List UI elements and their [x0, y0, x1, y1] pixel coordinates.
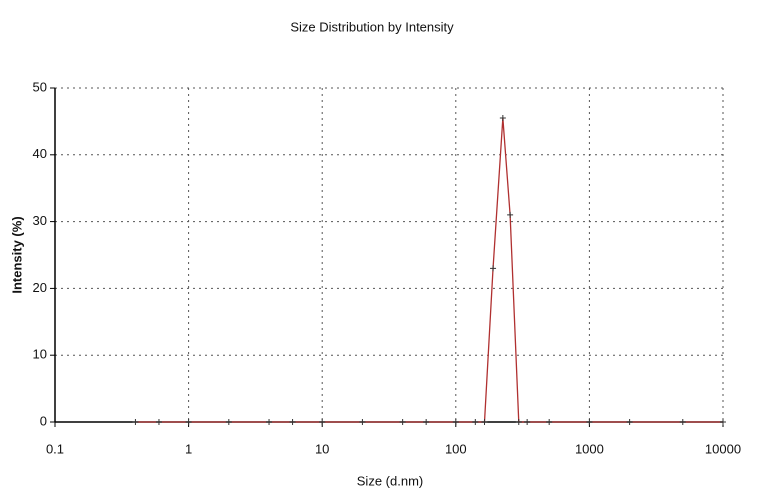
- data-point: [359, 419, 366, 425]
- x-tick-label: 1000: [575, 441, 604, 456]
- data-point: [472, 419, 479, 425]
- data-point: [507, 211, 514, 218]
- x-tick-label: 100: [445, 441, 467, 456]
- data-point: [289, 419, 296, 425]
- data-point: [679, 419, 686, 425]
- data-point: [586, 419, 593, 425]
- data-point: [225, 419, 232, 425]
- data-line: [135, 118, 723, 423]
- data-point: [524, 419, 531, 425]
- data-point: [720, 419, 726, 425]
- data-point: [399, 419, 406, 425]
- x-tick-label: 0.1: [46, 441, 64, 456]
- data-point: [185, 419, 192, 425]
- y-axis-label: Intensity (%): [9, 216, 24, 293]
- y-tick-label: 40: [33, 146, 47, 161]
- data-point: [515, 419, 522, 425]
- data-point: [423, 419, 430, 425]
- y-tick-label: 20: [33, 280, 47, 295]
- y-tick-label: 10: [33, 347, 47, 362]
- data-point: [266, 419, 273, 425]
- chart-title: Size Distribution by Intensity: [290, 19, 454, 34]
- y-tick-label: 30: [33, 213, 47, 228]
- x-tick-label: 1: [185, 441, 192, 456]
- data-point: [481, 419, 488, 425]
- data-point: [490, 265, 497, 272]
- x-tick-label: 10000: [705, 441, 741, 456]
- x-tick-label: 10: [315, 441, 329, 456]
- data-point: [132, 419, 139, 425]
- y-tick-label: 50: [33, 79, 47, 94]
- data-point: [546, 419, 553, 425]
- x-axis-label: Size (d.nm): [357, 473, 423, 488]
- data-point: [626, 419, 633, 425]
- data-point: [155, 419, 162, 425]
- data-point: [499, 115, 506, 122]
- y-tick-label: 0: [40, 413, 47, 428]
- data-point: [319, 419, 326, 425]
- data-point: [452, 419, 459, 425]
